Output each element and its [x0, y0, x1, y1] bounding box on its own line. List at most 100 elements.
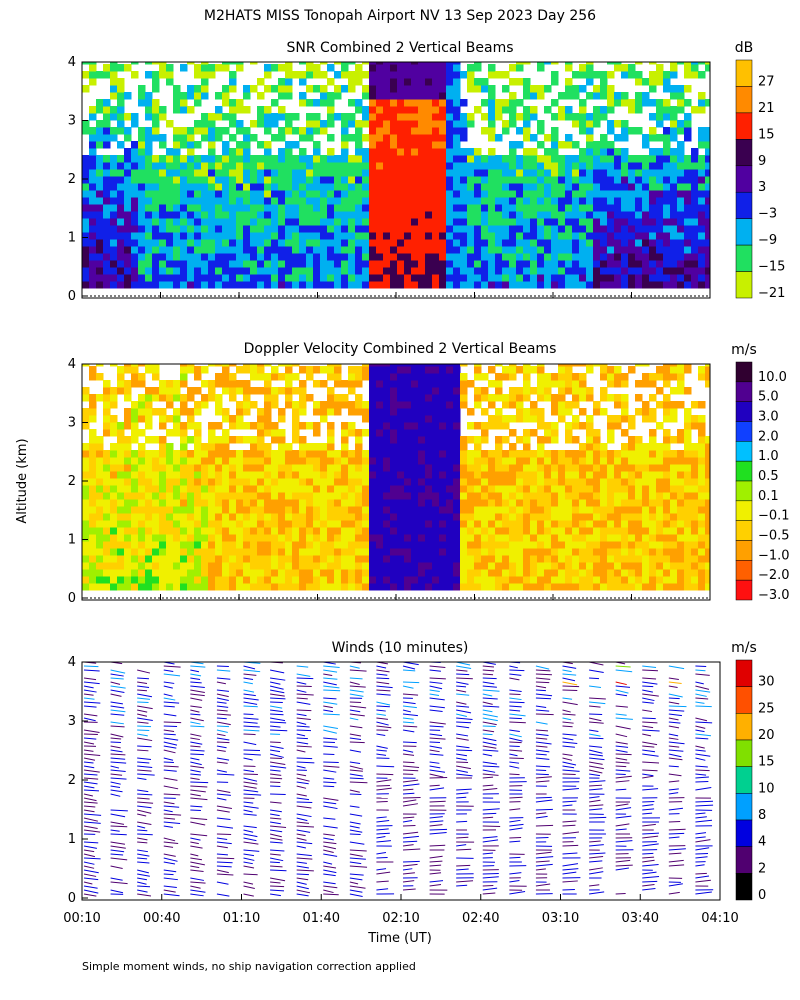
heatmap-cell: [236, 471, 244, 479]
heatmap-cell: [565, 204, 573, 212]
heatmap-cell: [537, 211, 545, 219]
heatmap-cell: [243, 218, 251, 226]
heatmap-cell: [586, 506, 594, 514]
heatmap-cell: [271, 583, 279, 591]
heatmap-cell: [586, 274, 594, 282]
heatmap-cell: [621, 169, 629, 177]
heatmap-cell: [299, 78, 307, 86]
heatmap-cell: [460, 120, 468, 128]
heatmap-cell: [593, 583, 601, 591]
heatmap-cell: [509, 239, 517, 247]
heatmap-cell: [411, 443, 419, 451]
heatmap-cell: [586, 64, 594, 72]
heatmap-cell: [509, 485, 517, 493]
heatmap-cell: [355, 162, 363, 170]
heatmap-cell: [103, 134, 111, 142]
heatmap-cell: [341, 520, 349, 528]
heatmap-cell: [187, 267, 195, 275]
heatmap-cell: [229, 548, 237, 556]
heatmap-cell: [369, 134, 377, 142]
heatmap-cell: [642, 478, 650, 486]
heatmap-cell: [411, 85, 419, 93]
heatmap-cell: [320, 274, 328, 282]
heatmap-cell: [306, 471, 314, 479]
heatmap-cell: [362, 211, 370, 219]
heatmap-cell: [201, 267, 209, 275]
heatmap-cell: [474, 534, 482, 542]
heatmap-cell: [621, 71, 629, 79]
heatmap-cell: [453, 478, 461, 486]
heatmap-cell: [243, 401, 251, 409]
heatmap-cell: [89, 548, 97, 556]
heatmap-cell: [110, 92, 118, 100]
heatmap-cell: [418, 64, 426, 72]
heatmap-cell: [257, 197, 265, 205]
heatmap-cell: [404, 176, 412, 184]
heatmap-cell: [229, 260, 237, 268]
heatmap-cell: [593, 162, 601, 170]
heatmap-cell: [313, 190, 321, 198]
heatmap-cell: [257, 492, 265, 500]
heatmap-cell: [103, 141, 111, 149]
heatmap-cell: [89, 569, 97, 577]
heatmap-cell: [117, 120, 125, 128]
heatmap-cell: [670, 225, 678, 233]
heatmap-cell: [558, 401, 566, 409]
heatmap-cell: [390, 183, 398, 191]
heatmap-cell: [117, 92, 125, 100]
heatmap-cell: [348, 387, 356, 395]
heatmap-cell: [453, 450, 461, 458]
heatmap-cell: [138, 99, 146, 107]
heatmap-cell: [642, 548, 650, 556]
heatmap-cell: [390, 176, 398, 184]
heatmap-cell: [481, 457, 489, 465]
heatmap-cell: [131, 492, 139, 500]
heatmap-cell: [600, 253, 608, 261]
heatmap-cell: [187, 485, 195, 493]
heatmap-cell: [446, 62, 454, 65]
heatmap-cell: [677, 520, 685, 528]
heatmap-cell: [229, 457, 237, 465]
heatmap-cell: [446, 64, 454, 72]
heatmap-cell: [656, 218, 664, 226]
heatmap-cell: [313, 520, 321, 528]
heatmap-cell: [173, 534, 181, 542]
heatmap-cell: [159, 408, 167, 416]
heatmap-cell: [306, 155, 314, 163]
heatmap-cell: [117, 218, 125, 226]
heatmap-cell: [180, 541, 188, 549]
heatmap-cell: [236, 457, 244, 465]
heatmap-cell: [194, 429, 202, 437]
heatmap-cell: [222, 555, 230, 563]
heatmap-cell: [593, 429, 601, 437]
heatmap-cell: [404, 274, 412, 282]
heatmap-cell: [509, 464, 517, 472]
heatmap-cell: [159, 464, 167, 472]
heatmap-cell: [355, 471, 363, 479]
heatmap-cell: [523, 218, 531, 226]
heatmap-cell: [208, 225, 216, 233]
heatmap-cell: [544, 176, 552, 184]
heatmap-cell: [89, 576, 97, 584]
heatmap-cell: [649, 260, 657, 268]
heatmap-cell: [236, 281, 244, 289]
heatmap-cell: [82, 253, 90, 261]
heatmap-cell: [481, 99, 489, 107]
heatmap-cell: [642, 555, 650, 563]
heatmap-cell: [103, 380, 111, 388]
heatmap-cell: [215, 113, 223, 121]
heatmap-cell: [474, 267, 482, 275]
heatmap-cell: [600, 246, 608, 254]
heatmap-cell: [418, 364, 426, 367]
heatmap-cell: [383, 211, 391, 219]
heatmap-cell: [292, 478, 300, 486]
heatmap-cell: [383, 62, 391, 65]
heatmap-cell: [229, 176, 237, 184]
heatmap-cell: [432, 562, 440, 570]
heatmap-cell: [222, 576, 230, 584]
heatmap-cell: [621, 499, 629, 507]
heatmap-cell: [607, 394, 615, 402]
heatmap-cell: [348, 506, 356, 514]
heatmap-cell: [551, 232, 559, 240]
heatmap-cell: [579, 492, 587, 500]
